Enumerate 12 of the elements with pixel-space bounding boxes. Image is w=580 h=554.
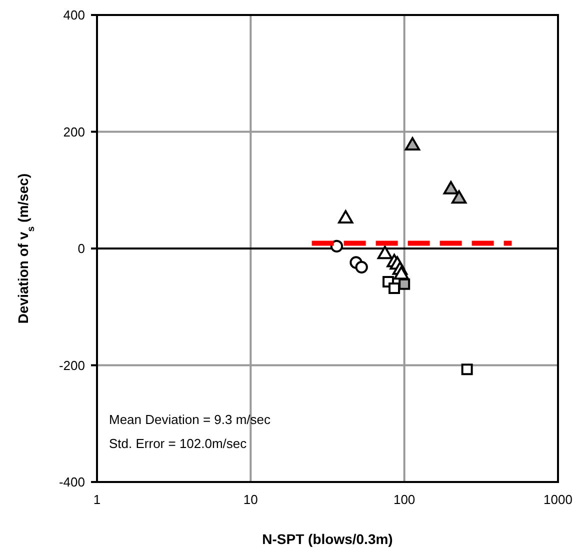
x-tick-label: 100 (393, 492, 416, 507)
x-axis-title: N-SPT (blows/0.3m) (262, 531, 393, 547)
y-tick-label: 0 (78, 241, 85, 256)
annotation: Mean Deviation = 9.3 m/sec (109, 412, 271, 427)
y-tick-label: 200 (63, 124, 85, 140)
annotation: Std. Error = 102.0m/sec (109, 436, 248, 451)
x-tick-label: 1000 (544, 492, 572, 507)
y-tick-label: 400 (63, 8, 85, 23)
x-tick-label: 1 (93, 492, 101, 507)
x-tick-label: 10 (243, 492, 258, 507)
y-tick-label: -400 (58, 474, 85, 490)
y-tick-label: -200 (58, 358, 85, 373)
